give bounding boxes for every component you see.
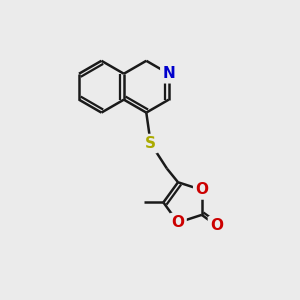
Text: O: O: [172, 215, 184, 230]
Text: N: N: [162, 66, 175, 81]
Text: O: O: [210, 218, 223, 233]
Text: O: O: [195, 182, 208, 197]
Text: S: S: [145, 136, 156, 151]
